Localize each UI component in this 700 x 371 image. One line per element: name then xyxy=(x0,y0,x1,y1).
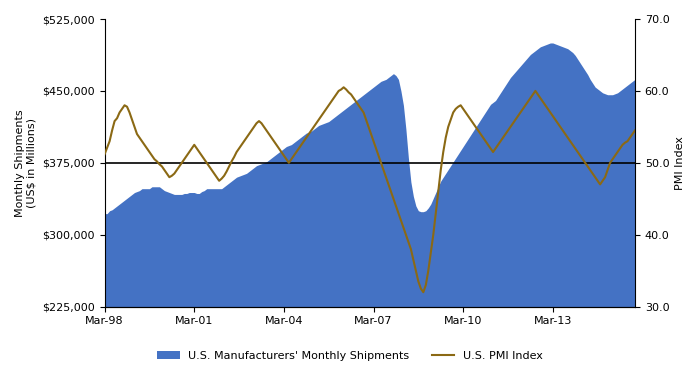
Legend: U.S. Manufacturers' Monthly Shipments, U.S. PMI Index: U.S. Manufacturers' Monthly Shipments, U… xyxy=(153,347,547,365)
Y-axis label: Monthly Shipments
(US$ in Millions): Monthly Shipments (US$ in Millions) xyxy=(15,109,36,217)
Y-axis label: PMI Index: PMI Index xyxy=(675,136,685,190)
